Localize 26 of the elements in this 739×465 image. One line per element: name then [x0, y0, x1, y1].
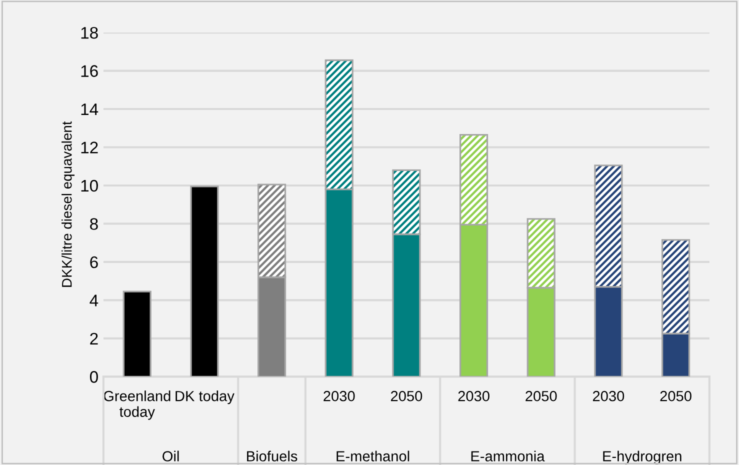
text: Biofuels	[247, 450, 298, 462]
y-tick-label: 18	[81, 26, 98, 39]
x-tick-label: 2050	[526, 390, 557, 402]
y-tick-label: 2	[90, 332, 98, 344]
bar	[122, 290, 152, 377]
x-tick-label: 2050	[390, 390, 422, 402]
x-tick-label: 2030	[324, 390, 355, 402]
y-tick-label: 0	[90, 371, 98, 383]
x-tick-label: 2030	[592, 390, 624, 402]
y-tick-label: 4	[90, 294, 98, 306]
y-axis-title: DKK/litre diesel equavalent	[62, 121, 75, 287]
y-tick-label: 6	[90, 256, 98, 268]
text: E-ammonia	[471, 450, 545, 462]
y-tick-label: 10	[81, 180, 98, 192]
x-tick-label: 2030	[458, 390, 490, 402]
y-tick-label: 14	[81, 104, 98, 116]
y-tick-label: 16	[81, 65, 98, 77]
x-tick-label: DK today	[176, 390, 234, 404]
x-tick-label: Greenland today	[104, 390, 170, 420]
text: E-methanol	[336, 450, 410, 462]
y-tick-label: 8	[90, 218, 98, 230]
bar	[190, 186, 219, 377]
y-tick-label: 12	[81, 142, 98, 154]
text: E-hydrogren	[603, 450, 682, 464]
x-tick-label: 2050	[660, 390, 692, 402]
text: Oil	[162, 450, 179, 462]
